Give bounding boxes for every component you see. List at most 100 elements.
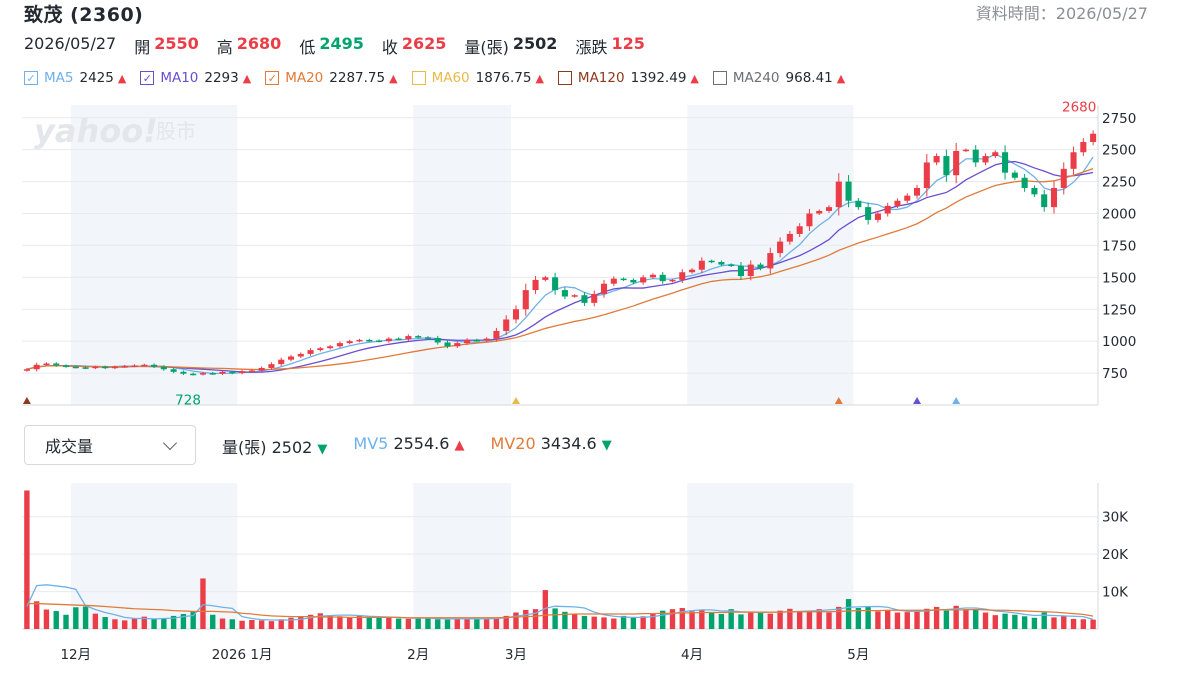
volume-bar (542, 590, 549, 629)
candle-body (1060, 168, 1067, 188)
volume-bar (513, 612, 519, 629)
volume-bar (855, 608, 862, 629)
checkbox-icon[interactable]: ✓ (265, 71, 280, 85)
ma-legend-item-ma5[interactable]: ✓ MA5 2425 ▲ (24, 70, 126, 86)
volume-bar (904, 612, 910, 629)
candle-body (542, 277, 549, 280)
candle (1060, 162, 1067, 195)
candle (600, 279, 608, 298)
volume-bar (826, 612, 832, 629)
candle (786, 230, 793, 245)
volume-bar (200, 578, 206, 629)
mv5-value: 2554.6 (393, 434, 450, 453)
candle-body (336, 343, 343, 347)
ma-name: MA10 (160, 70, 199, 86)
volume-bar (239, 620, 245, 629)
candle-body (121, 366, 128, 368)
ma-legend-item-ma20[interactable]: ✓ MA20 2287.75 ▲ (265, 70, 398, 86)
shaded-month (413, 483, 512, 629)
candle (923, 154, 930, 197)
candle (767, 247, 774, 274)
candle (561, 287, 568, 300)
checkbox-icon[interactable] (557, 71, 572, 85)
candle-body (796, 226, 803, 234)
price-chart[interactable]: 750 1000 1250 1500 1750 2000 2250 2500 2750 yahoo… (0, 100, 1180, 410)
candle (376, 339, 383, 343)
candle (53, 362, 60, 367)
candle (131, 364, 138, 368)
candle-body (914, 187, 921, 196)
volume-bar (552, 608, 558, 629)
volume-bar (483, 618, 490, 629)
indicator-select[interactable]: 成交量 (24, 425, 196, 465)
volume-bar (1021, 616, 1028, 629)
candle-body (268, 364, 275, 368)
volume-bar (1090, 619, 1096, 629)
shaded-month (70, 105, 238, 405)
volume-bar (288, 617, 294, 629)
candle-body (992, 152, 999, 157)
candle (92, 365, 99, 370)
candle (405, 334, 412, 341)
volume-label: 量(張) (464, 38, 509, 57)
candle-body (151, 364, 158, 367)
volume-bar (532, 609, 539, 629)
candle-body (581, 295, 588, 303)
ma20-line (26, 168, 1094, 371)
ma-legend-item-ma10[interactable]: ✓ MA10 2293 ▲ (140, 70, 251, 86)
volume-bar (650, 613, 656, 629)
candle-body (591, 293, 598, 303)
candle (679, 269, 686, 283)
candle-body (786, 233, 793, 242)
candle-body (356, 339, 363, 342)
candle-body (1002, 152, 1009, 173)
shaded-month (70, 483, 238, 629)
ma-legend-item-ma120[interactable]: MA120 1392.49 ▲ (557, 70, 699, 86)
candle-body (327, 346, 334, 349)
candle-body (806, 213, 813, 227)
candle-body (287, 356, 295, 360)
ma-legend-item-ma240[interactable]: MA240 968.41 ▲ (712, 70, 845, 86)
high-value: 2680 (236, 34, 282, 53)
candle-body (571, 295, 578, 297)
candle (278, 357, 285, 367)
ma-legend-item-ma60[interactable]: MA60 1876.75 ▲ (411, 70, 544, 86)
ma-name: MA60 (431, 70, 470, 86)
volume-bar (845, 599, 852, 629)
candle-body (982, 156, 989, 163)
candle-body (464, 339, 471, 344)
candle (102, 365, 109, 370)
candle (287, 354, 295, 362)
volume-bar (376, 617, 382, 629)
candle (1080, 138, 1087, 157)
candle (806, 208, 813, 231)
y-tick-label: 1000 (1102, 334, 1136, 350)
candle (454, 341, 461, 348)
checkbox-icon[interactable]: ✓ (140, 71, 155, 85)
candle (1070, 146, 1077, 175)
low-label: 低 (299, 38, 316, 57)
candle-body (610, 278, 617, 284)
volume-bar (425, 618, 431, 629)
candle (1031, 185, 1038, 198)
x-tick-label: 2月 (407, 647, 429, 663)
checkbox-icon[interactable] (712, 71, 727, 85)
volume-bar (660, 610, 666, 629)
candle-body (248, 370, 255, 373)
candle (229, 370, 236, 375)
checkbox-icon[interactable] (411, 71, 426, 85)
candle-body (111, 366, 118, 369)
candle-body (209, 373, 216, 375)
candle (904, 193, 911, 204)
candle (268, 362, 275, 370)
candle (982, 153, 989, 166)
y-tick-label: 30K (1102, 510, 1129, 526)
candle (336, 341, 343, 348)
candle (845, 175, 852, 208)
volume-chart[interactable]: 10K 20K 30K 12月 2026 1月 2月 3月 4月 5月 (0, 478, 1180, 677)
volume-bar (591, 616, 597, 629)
checkbox-icon[interactable]: ✓ (24, 71, 38, 85)
candle-body (33, 364, 40, 370)
shaded-month (687, 483, 854, 629)
ma-name: MA20 (285, 70, 324, 86)
